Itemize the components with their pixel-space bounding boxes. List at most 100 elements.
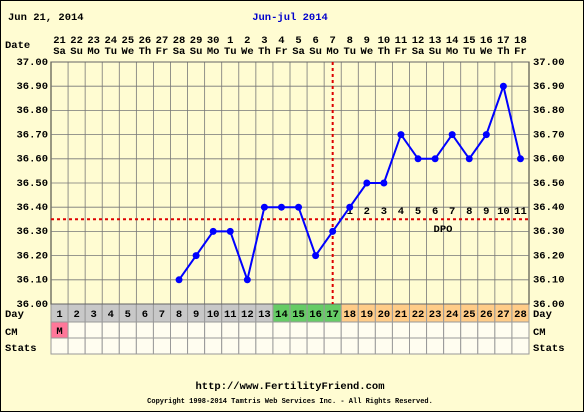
temp-point: [414, 155, 422, 163]
stats-cell: [135, 337, 154, 355]
day-label: 28: [514, 309, 527, 321]
temp-point: [499, 82, 507, 90]
y2-tick-label: 37.00: [533, 57, 565, 69]
cm-cell: [170, 321, 189, 339]
weekday-label: Mo: [446, 46, 459, 58]
stats-cell: [357, 337, 376, 355]
y-tick-label: 36.80: [16, 105, 48, 117]
cm-label: M: [56, 326, 62, 338]
cm-cell: [272, 321, 291, 339]
weekday-label: Mo: [207, 46, 220, 58]
date-label: 1: [227, 35, 233, 47]
date-label: 28: [173, 35, 186, 47]
stats-cell: [204, 337, 223, 355]
chart-title: Jun-jul 2014: [252, 12, 328, 24]
temp-point: [295, 203, 303, 211]
cm-cell: [101, 321, 120, 339]
day-label: 1: [56, 309, 62, 321]
temp-point: [363, 179, 371, 187]
weekday-label: Su: [309, 46, 322, 58]
date-label: 26: [139, 35, 152, 47]
weekday-label: Su: [70, 46, 83, 58]
cm-cell: [255, 321, 274, 339]
row-label: Day: [5, 309, 25, 321]
temp-point: [312, 252, 320, 260]
date-label: 5: [295, 35, 301, 47]
dpo-label: 10: [497, 206, 510, 218]
y-tick-label: 36.90: [16, 81, 48, 93]
date-label: 4: [278, 35, 284, 47]
weekday-label: Su: [190, 46, 203, 58]
date-label: 18: [514, 35, 527, 47]
y-tick-label: 36.40: [16, 202, 48, 214]
cm-cell: [494, 321, 513, 339]
row-label: Date: [5, 40, 30, 52]
weekday-label: Fr: [275, 46, 288, 58]
stats-cell: [152, 337, 172, 355]
dpo-title: DPO: [434, 224, 453, 236]
date-label: 3: [261, 35, 267, 47]
temp-point: [209, 227, 217, 235]
cm-cell: [306, 321, 325, 339]
row-label: CM: [5, 327, 18, 339]
date-label: 11: [395, 35, 408, 47]
day-label: 7: [159, 309, 165, 321]
stats-cell: [170, 337, 189, 355]
y2-tick-label: 36.10: [533, 275, 565, 287]
stats-cell: [460, 337, 479, 355]
cm-cell: [477, 321, 496, 339]
y2-tick-label: 36.30: [533, 226, 565, 238]
stats-cell: [101, 337, 120, 355]
y-tick-label: 36.60: [16, 154, 48, 166]
temp-point: [192, 252, 200, 260]
date-label: 29: [190, 35, 203, 47]
weekday-label: We: [122, 46, 135, 58]
weekday-label: Sa: [173, 46, 186, 58]
cm-cell: [289, 321, 308, 339]
stats-cell: [289, 337, 308, 355]
cm-cell: [426, 321, 445, 339]
dpo-label: 11: [514, 206, 527, 218]
day-label: 21: [395, 309, 408, 321]
weekday-label: We: [480, 46, 493, 58]
dpo-label: 1: [347, 206, 353, 218]
date-label: 14: [446, 35, 459, 47]
date-label: 12: [412, 35, 425, 47]
y-tick-label: 36.00: [16, 299, 48, 311]
day-label: 24: [446, 309, 459, 321]
y2-tick-label: 36.70: [533, 129, 565, 141]
row-label: Stats: [5, 343, 37, 355]
stats-cell: [494, 337, 513, 355]
temp-point: [448, 131, 456, 139]
weekday-label: Th: [378, 46, 391, 58]
cm-cell: [443, 321, 462, 339]
cm-cell: [409, 321, 428, 339]
cm-cell: [135, 321, 154, 339]
stats-cell: [118, 337, 137, 355]
day-label: 9: [193, 309, 199, 321]
day-label: 19: [361, 309, 374, 321]
y-tick-label: 36.50: [16, 178, 48, 190]
copyright: Copyright 1998-2014 Tamtris Web Services…: [147, 398, 433, 406]
stats-cell: [67, 337, 86, 355]
y-tick-label: 36.30: [16, 226, 48, 238]
stats-cell: [511, 337, 530, 355]
y-tick-label: 36.20: [16, 250, 48, 262]
weekday-label: Tu: [463, 46, 476, 58]
y2-tick-label: 36.50: [533, 178, 565, 190]
date-label: 17: [497, 35, 510, 47]
cm-cell: [238, 321, 257, 339]
row-label: Stats: [533, 343, 565, 355]
temp-point: [397, 131, 405, 139]
weekday-label: Th: [139, 46, 152, 58]
date-label: 22: [70, 35, 83, 47]
weekday-label: Tu: [224, 46, 237, 58]
dpo-label: 8: [466, 206, 472, 218]
day-label: 17: [326, 309, 339, 321]
day-label: 12: [241, 309, 254, 321]
cm-cell: [221, 321, 240, 339]
day-label: 10: [207, 309, 220, 321]
dpo-label: 7: [449, 206, 455, 218]
stats-cell: [221, 337, 240, 355]
